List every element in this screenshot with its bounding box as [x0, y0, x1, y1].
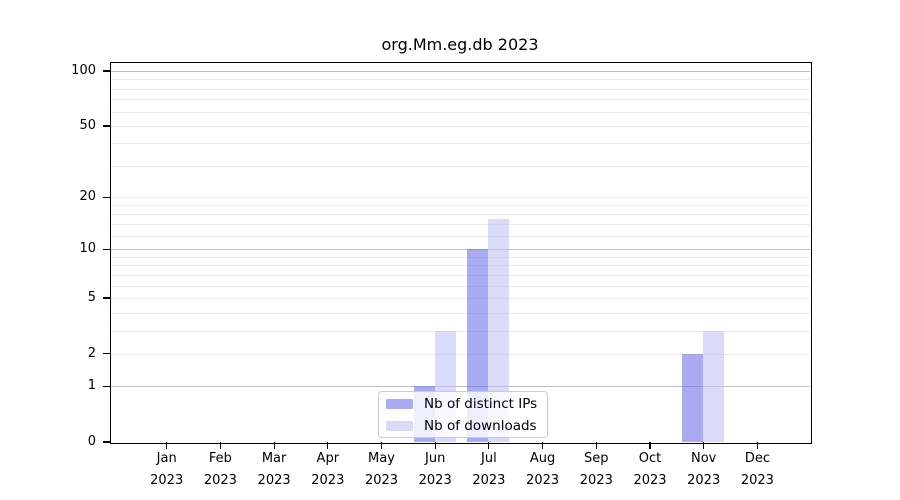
x-tick-label: Jun 2023: [400, 448, 470, 492]
x-tick-label-month: Oct: [638, 451, 662, 466]
x-tick-label: Jul 2023: [454, 448, 524, 492]
x-tick-label-month: Aug: [529, 451, 556, 466]
y-tick-label: 20: [79, 189, 96, 205]
gridline-minor: [110, 205, 810, 207]
x-tick: [434, 442, 436, 449]
y-tick-label: 5: [87, 289, 96, 305]
y-tick: [103, 441, 110, 443]
x-tick-label-month: Jun: [425, 451, 446, 466]
y-tick: [103, 125, 110, 127]
x-tick: [273, 442, 275, 449]
gridline-major: [110, 386, 810, 388]
legend-swatch: [386, 420, 413, 431]
y-tick-label: 50: [79, 117, 96, 133]
x-tick-label-year: 2023: [203, 473, 237, 488]
legend-label: Nb of downloads: [424, 417, 537, 434]
y-tick: [103, 385, 110, 387]
gridline-minor: [110, 312, 810, 314]
gridline-major: [110, 249, 810, 251]
x-tick-label-year: 2023: [472, 473, 506, 488]
x-tick-label-month: Feb: [208, 451, 232, 466]
x-tick: [703, 442, 705, 449]
x-tick-label-year: 2023: [633, 473, 667, 488]
gridline-major: [110, 71, 810, 73]
x-tick: [595, 442, 597, 449]
gridline-minor: [110, 111, 810, 113]
x-tick-label: Apr 2023: [293, 448, 363, 492]
bar-nb-of-downloads: [703, 330, 725, 442]
x-tick-label: Oct 2023: [615, 448, 685, 492]
y-tick-label: 100: [71, 63, 96, 79]
y-tick-label: 2: [87, 345, 96, 361]
x-tick: [756, 442, 758, 449]
x-tick-label: Jan 2023: [132, 448, 202, 492]
legend-item: Nb of distinct IPs: [386, 394, 547, 413]
x-tick-label-month: Dec: [744, 451, 770, 466]
y-tick: [103, 70, 110, 72]
y-tick: [103, 196, 110, 198]
gridline-minor: [110, 197, 810, 199]
x-tick-label-year: 2023: [740, 473, 774, 488]
y-tick: [103, 248, 110, 250]
y-tick: [103, 353, 110, 355]
x-tick: [380, 442, 383, 449]
x-tick-label-year: 2023: [526, 473, 560, 488]
gridline-minor: [110, 256, 810, 258]
x-tick-label-month: Jan: [156, 451, 177, 466]
x-tick-label-month: Mar: [261, 451, 287, 466]
x-tick-label-month: Jul: [481, 451, 497, 466]
x-tick-label-month: Sep: [584, 451, 609, 466]
x-tick-label-year: 2023: [311, 473, 345, 488]
x-tick: [327, 442, 329, 449]
legend-label: Nb of distinct IPs: [424, 395, 538, 412]
x-tick-label: Aug 2023: [508, 448, 578, 492]
chart-title: org.Mm.eg.db 2023: [381, 35, 539, 54]
x-tick-label-month: May: [368, 451, 395, 466]
x-tick-label-year: 2023: [257, 473, 291, 488]
x-tick-label: Dec 2023: [722, 448, 792, 492]
x-tick: [219, 442, 221, 449]
legend-item: Nb of downloads: [386, 416, 547, 435]
gridline-minor: [110, 143, 810, 145]
gridline-minor: [110, 125, 810, 127]
gridline-minor: [110, 353, 810, 355]
x-tick-label: Feb 2023: [185, 448, 255, 492]
gridline-minor: [110, 235, 810, 237]
bar-nb-of-downloads: [488, 219, 510, 442]
gridline-minor: [110, 224, 810, 226]
gridline-minor: [110, 330, 810, 332]
x-tick: [649, 442, 651, 449]
x-tick-label-year: 2023: [579, 473, 613, 488]
x-tick-label: Sep 2023: [561, 448, 631, 492]
legend: Nb of distinct IPs Nb of downloads: [378, 391, 548, 438]
x-tick: [488, 442, 490, 449]
gridline-minor: [110, 297, 810, 299]
x-tick-label-year: 2023: [364, 473, 399, 488]
x-tick-label: Mar 2023: [239, 448, 309, 492]
x-tick-label: May 2023: [347, 448, 417, 492]
gridline-minor: [110, 274, 810, 276]
y-tick-label: 1: [87, 378, 96, 394]
x-tick-label-month: Nov: [691, 451, 717, 466]
bar-nb-of-distinct-ips: [682, 353, 704, 442]
gridline-minor: [110, 88, 810, 90]
x-tick: [542, 442, 544, 449]
x-tick-label-year: 2023: [687, 473, 721, 488]
gridline-minor: [110, 285, 810, 287]
gridline-minor: [110, 214, 810, 216]
y-tick-label: 10: [79, 241, 96, 257]
x-tick-label-year: 2023: [418, 473, 452, 488]
x-tick-label-month: Apr: [316, 451, 340, 466]
gridline-minor: [110, 265, 810, 267]
y-tick-label: 0: [87, 434, 96, 449]
x-tick-label-year: 2023: [150, 473, 184, 488]
gridline-minor: [110, 165, 810, 167]
gridline-minor: [110, 79, 810, 81]
x-tick: [166, 442, 168, 449]
gridline-minor: [110, 99, 810, 101]
legend-swatch: [386, 398, 413, 409]
y-tick: [103, 297, 110, 299]
x-tick-label: Nov 2023: [669, 448, 739, 492]
